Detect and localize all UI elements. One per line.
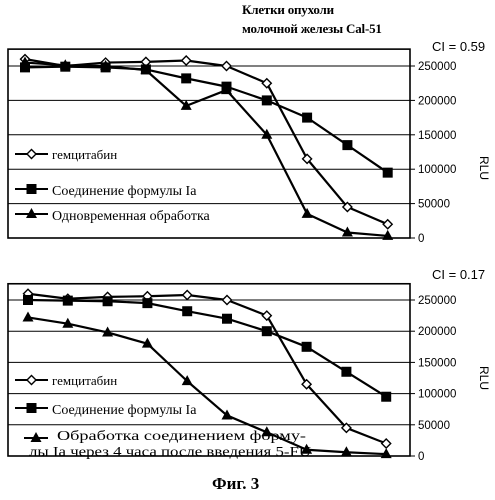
y-tick-label: 250000 (418, 61, 456, 73)
figure-header-line1: Клетки опухоли (242, 2, 334, 17)
data-point (261, 95, 272, 106)
data-point (22, 311, 34, 322)
data-point (180, 55, 192, 66)
data-point (59, 59, 71, 70)
data-point (20, 62, 30, 73)
data-point (340, 446, 352, 457)
legend-label: Соединение формулы Ia (52, 403, 197, 418)
y-tick-label: 0 (418, 233, 424, 245)
plot-area-frame (7, 48, 411, 239)
series-line (27, 316, 387, 456)
figure-header-line2: молочной железы Cal-51 (242, 21, 382, 36)
data-point (181, 375, 193, 386)
y-tick-label: 250000 (418, 295, 456, 307)
plot-area-frame (7, 282, 411, 457)
y-axis-title: RLU (477, 366, 491, 390)
data-point (380, 448, 392, 459)
legend-label: гемцитабин (52, 373, 117, 388)
y-tick-label: 100000 (418, 389, 456, 401)
data-point (221, 409, 233, 420)
data-point (301, 443, 313, 454)
chart-panel-bottom: 0 50000 100000 150000 200000 250000 RLU гемцита… (7, 282, 491, 463)
data-point (221, 294, 233, 306)
legend-marker (26, 148, 37, 160)
y-axis-title: RLU (477, 156, 491, 180)
data-point (102, 326, 114, 337)
data-point (221, 60, 232, 72)
data-point (301, 378, 313, 390)
data-point (302, 112, 313, 123)
y-tick-label: 100000 (418, 164, 456, 176)
legend-label: Обработка соединением форму- (57, 429, 306, 444)
data-point (382, 167, 393, 178)
data-point (261, 77, 273, 89)
data-point (301, 153, 313, 165)
data-point (102, 296, 113, 307)
data-point (341, 366, 352, 377)
data-point (62, 317, 74, 328)
figure-caption: Фиг. 3 (212, 474, 260, 493)
legend-marker (26, 403, 37, 413)
legend-label: Одновременная обработка (52, 209, 211, 224)
data-point (381, 391, 392, 402)
data-point (341, 201, 353, 213)
data-point (380, 438, 392, 450)
legend-label: Соединение формулы Ia (52, 184, 197, 199)
data-point (261, 128, 273, 139)
data-point (382, 229, 394, 240)
data-point (182, 306, 193, 317)
series-line (24, 61, 388, 238)
ci-label-bottom: CI = 0.17 (432, 267, 486, 282)
data-point (261, 310, 273, 322)
data-point (382, 218, 394, 230)
y-tick-label: 50000 (418, 420, 450, 432)
legend-marker (30, 432, 42, 442)
data-point (181, 289, 193, 301)
y-tick-label: 200000 (418, 95, 456, 107)
series-line (27, 298, 387, 398)
data-point (221, 84, 232, 95)
data-point (19, 56, 31, 67)
data-point (141, 337, 153, 348)
ci-label-top: CI = 0.59 (432, 39, 486, 54)
data-point (301, 341, 312, 352)
data-point (261, 426, 273, 437)
data-point (142, 298, 153, 309)
legend-label: гемцитабин (52, 147, 117, 162)
series-line (27, 292, 387, 445)
data-point (181, 73, 192, 84)
y-tick-label: 200000 (418, 326, 456, 338)
data-point (340, 422, 352, 434)
legend-marker (26, 184, 37, 194)
chart-panel-top: 0 50000 100000 150000 200000 250000 RLU гемцита… (7, 48, 491, 245)
legend-marker (26, 208, 37, 218)
data-point (23, 295, 33, 305)
data-point (180, 99, 192, 110)
data-point (100, 60, 112, 70)
series-line (24, 58, 389, 226)
y-tick-label: 150000 (418, 130, 456, 142)
data-point (222, 313, 232, 324)
y-tick-label: 150000 (418, 357, 456, 369)
y-tick-label: 0 (418, 451, 424, 463)
data-point (301, 207, 313, 218)
y-tick-label: 50000 (418, 199, 450, 211)
data-point (342, 140, 353, 151)
legend-marker (26, 374, 37, 386)
data-point (140, 64, 152, 75)
data-point (62, 295, 73, 306)
data-point (261, 326, 272, 337)
legend-label: лы Ia через 4 часа после введения 5-FU (29, 445, 311, 460)
series-line (24, 65, 389, 174)
data-point (341, 226, 353, 237)
